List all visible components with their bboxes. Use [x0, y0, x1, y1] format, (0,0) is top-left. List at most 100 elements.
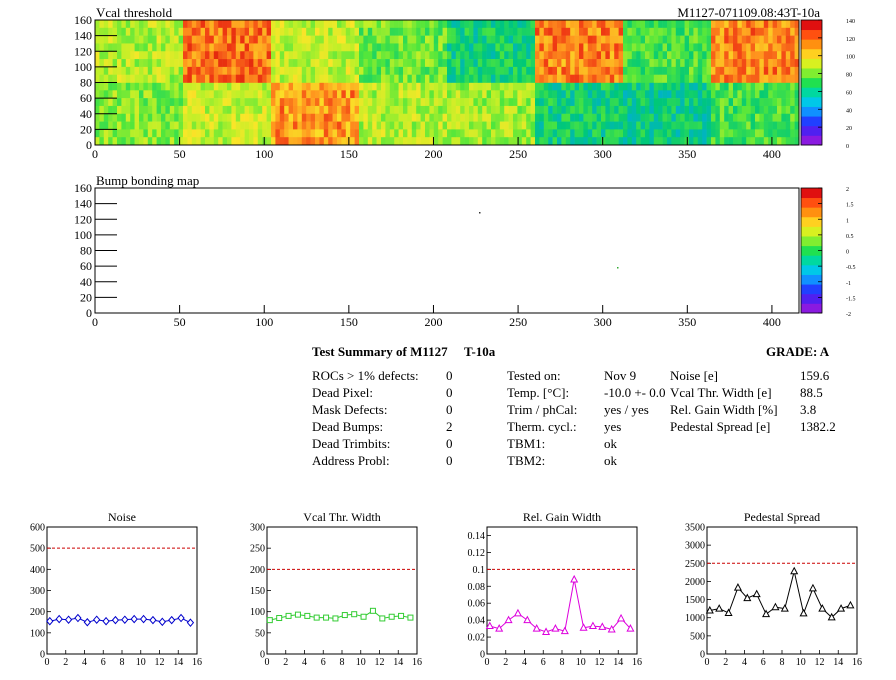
- y-tick-label: 0: [480, 650, 485, 661]
- data-point: [542, 627, 551, 635]
- colorbar-label: -1: [846, 281, 851, 287]
- result-value: 88.5: [800, 385, 823, 400]
- vcal-colorbar: 0 20 40 60 80 100 120 140: [800, 19, 855, 150]
- data-point: [818, 604, 827, 612]
- y-tick-label: 140: [74, 29, 92, 43]
- plot-frame: [486, 526, 638, 655]
- colorbar-label: 0.5: [846, 234, 854, 240]
- x-tick-label: 0: [92, 147, 98, 161]
- x-tick-label: 150: [340, 315, 358, 329]
- series-line: [489, 579, 631, 633]
- condition-value: ok: [604, 436, 617, 451]
- data-point: [139, 614, 148, 624]
- y-tick-label: 0.14: [468, 531, 486, 542]
- y-tick-label: 0.1: [473, 565, 486, 576]
- data-point: [808, 583, 817, 592]
- x-tick-label: 10: [356, 657, 366, 668]
- x-tick-label: 400: [763, 315, 781, 329]
- y-tick-label: 0.12: [468, 548, 486, 559]
- x-tick-label: 50: [174, 147, 186, 161]
- x-tick-label: 14: [613, 657, 623, 668]
- x-tick-label: 8: [120, 657, 125, 668]
- y-tick-label: 60: [80, 259, 92, 273]
- x-tick-label: 16: [852, 657, 862, 668]
- y-tick-label: 100: [74, 60, 92, 74]
- x-tick-label: 100: [255, 147, 273, 161]
- defect-value: 0: [446, 368, 453, 383]
- defect-label: Dead Bumps:: [312, 419, 384, 434]
- data-point: [771, 602, 780, 611]
- y-tick-label: 200: [250, 565, 265, 576]
- y-tick-label: 100: [30, 628, 45, 639]
- y-tick-label: 0.06: [468, 599, 486, 610]
- x-tick-label: 2: [723, 657, 728, 668]
- x-tick-label: 50: [174, 315, 186, 329]
- data-point: [588, 621, 597, 630]
- x-tick-label: 2: [503, 657, 508, 668]
- y-tick-label: 0.02: [468, 633, 486, 644]
- x-tick-label: 400: [763, 147, 781, 161]
- data-point: [626, 624, 635, 632]
- y-tick-label: 3500: [685, 523, 705, 534]
- colorbar-label: 100: [846, 55, 855, 61]
- bump-map-title: Bump bonding map: [96, 173, 199, 188]
- result-label: Vcal Thr. Width [e]: [670, 385, 772, 400]
- data-point: [186, 618, 195, 627]
- colorbar-label: 2: [846, 187, 849, 193]
- x-tick-label: 10: [796, 657, 806, 668]
- data-point: [790, 566, 799, 575]
- x-tick-label: 2: [283, 657, 288, 668]
- colorbar-label: 1.5: [846, 203, 854, 209]
- colorbar-label: 120: [846, 37, 855, 43]
- y-tick-label: 300: [250, 523, 265, 534]
- x-tick-label: 250: [509, 147, 527, 161]
- y-tick-label: 1500: [685, 595, 705, 606]
- x-tick-label: 200: [424, 315, 442, 329]
- x-tick-label: 16: [632, 657, 642, 668]
- y-tick-label: 160: [74, 181, 92, 195]
- colorbar-label: 60: [846, 90, 852, 96]
- data-point: [46, 616, 54, 626]
- x-tick-label: 250: [509, 315, 527, 329]
- y-tick-label: 1000: [685, 613, 705, 624]
- defect-label: ROCs > 1% defects:: [312, 368, 419, 383]
- data-point: [504, 615, 513, 624]
- data-point: [407, 614, 414, 621]
- x-tick-label: 12: [815, 657, 825, 668]
- series-line: [269, 610, 411, 621]
- data-point: [799, 608, 808, 617]
- data-point: [485, 621, 494, 630]
- data-point: [598, 622, 607, 630]
- x-tick-label: 14: [393, 657, 403, 668]
- x-tick-label: 8: [780, 657, 785, 668]
- module-id-label: M1127-071109.08:43T-10a: [677, 5, 820, 20]
- defect-value: 2: [446, 419, 453, 434]
- data-point: [513, 608, 522, 617]
- plot-title: Pedestal Spread: [744, 510, 820, 524]
- colorbar-label: 0: [846, 250, 849, 256]
- colorbar-label: 20: [846, 126, 852, 132]
- result-label: Noise [e]: [670, 368, 719, 383]
- data-point: [276, 615, 283, 622]
- plot-title: Rel. Gain Width: [523, 510, 601, 524]
- y-tick-label: 80: [80, 76, 92, 90]
- x-tick-label: 6: [321, 657, 326, 668]
- result-label: Pedestal Spread [e]: [670, 419, 771, 434]
- data-point: [724, 608, 733, 616]
- defect-value: 0: [446, 436, 453, 451]
- x-tick-label: 100: [255, 315, 273, 329]
- y-tick-label: 0.08: [468, 582, 486, 593]
- data-point: [111, 615, 120, 625]
- x-tick-label: 6: [761, 657, 766, 668]
- data-point: [607, 624, 616, 633]
- x-tick-label: 200: [424, 147, 442, 161]
- y-tick-label: 0: [700, 650, 705, 661]
- data-point: [837, 604, 846, 612]
- condition-value: yes: [604, 419, 622, 434]
- plot-title: Vcal Thr. Width: [303, 510, 380, 524]
- x-tick-label: 350: [678, 147, 696, 161]
- data-point: [83, 617, 91, 627]
- data-point: [733, 583, 742, 591]
